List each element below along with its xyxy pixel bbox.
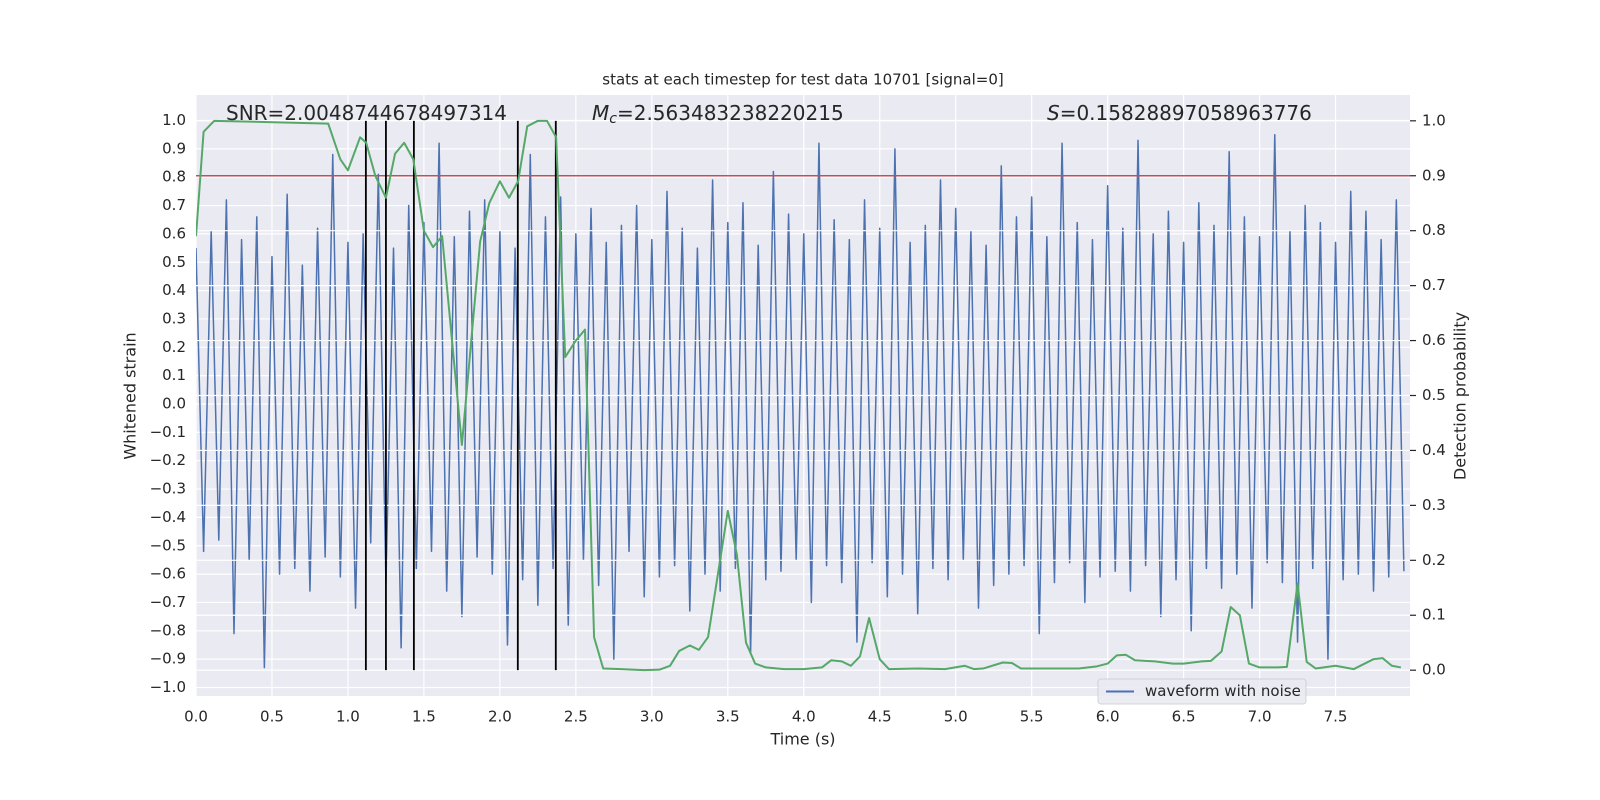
y2-tick-label: 0.8 <box>1422 221 1446 239</box>
x-tick-label: 1.0 <box>336 708 360 726</box>
y-axis-label: Whitened strain <box>121 332 140 459</box>
x-tick-label: 6.0 <box>1096 708 1120 726</box>
y-tick-label: −0.9 <box>150 650 186 668</box>
y2-tick-label: 0.0 <box>1422 661 1446 679</box>
x-tick-label: 3.0 <box>640 708 664 726</box>
x-tick-label: 6.5 <box>1172 708 1196 726</box>
x-tick-label: 2.5 <box>564 708 588 726</box>
x-tick-label: 1.5 <box>412 708 436 726</box>
y-tick-label: −0.1 <box>150 423 186 441</box>
y-tick-label: −0.7 <box>150 593 186 611</box>
y-tick-label: 0.5 <box>162 253 186 271</box>
y2-tick-label: 0.9 <box>1422 166 1446 184</box>
y2-tick-label: 0.7 <box>1422 276 1446 294</box>
annotation: Mc=2.563483238220215 <box>592 101 844 128</box>
y-tick-label: −1.0 <box>150 678 186 696</box>
x-tick-label: 7.5 <box>1324 708 1348 726</box>
x-axis-label: Time (s) <box>769 730 835 749</box>
annotation: SNR=2.0048744678497314 <box>226 101 507 125</box>
y2-axis-label: Detection probability <box>1451 312 1470 480</box>
plot-area <box>196 95 1410 696</box>
y2-tick-label: 0.2 <box>1422 551 1446 569</box>
legend-box <box>1097 678 1307 705</box>
y-tick-label: 0.7 <box>162 196 186 214</box>
series-line <box>196 133 1405 669</box>
y-tick-label: 0.2 <box>162 338 186 356</box>
y2-tick-label: 0.5 <box>1422 386 1446 404</box>
y-tick-label: 0.0 <box>162 395 186 413</box>
series-line <box>196 119 1402 672</box>
x-tick-label: 0.0 <box>184 708 208 726</box>
y-tick-label: 0.4 <box>162 281 186 299</box>
x-tick-label: 2.0 <box>488 708 512 726</box>
annotation-text: =0.15828897058963776 <box>1060 101 1312 125</box>
y-tick-label: −0.3 <box>150 480 186 498</box>
x-tick-label: 5.0 <box>944 708 968 726</box>
annotation-symbol: M <box>592 101 609 125</box>
y-tick-label: −0.6 <box>150 565 186 583</box>
x-tick-label: 3.5 <box>716 708 740 726</box>
annotation-subscript: c <box>609 111 617 127</box>
y-tick-label: 0.8 <box>162 168 186 186</box>
legend-label: waveform with noise <box>1145 682 1301 700</box>
y-tick-label: 0.3 <box>162 309 186 327</box>
y-tick-label: −0.2 <box>150 451 186 469</box>
y-tick-label: −0.4 <box>150 508 186 526</box>
y-tick-label: 1.0 <box>162 111 186 129</box>
chart-title: stats at each timestep for test data 107… <box>602 71 1003 89</box>
annotation-text: SNR=2.0048744678497314 <box>226 101 507 125</box>
annotation-text: =2.563483238220215 <box>617 101 844 125</box>
x-tick-label: 5.5 <box>1020 708 1044 726</box>
y2-tick-label: 0.4 <box>1422 441 1446 459</box>
y-tick-label: −0.5 <box>150 536 186 554</box>
x-tick-label: 0.5 <box>260 708 284 726</box>
x-tick-label: 4.0 <box>792 708 816 726</box>
annotation: S=0.15828897058963776 <box>1047 101 1312 125</box>
y2-tick-label: 0.1 <box>1422 606 1446 624</box>
y2-tick-label: 0.3 <box>1422 496 1446 514</box>
annotation-symbol: S <box>1047 101 1060 125</box>
y2-tick-label: 0.6 <box>1422 331 1446 349</box>
y-tick-label: 0.1 <box>162 366 186 384</box>
y-tick-label: −0.8 <box>150 621 186 639</box>
x-tick-label: 7.0 <box>1248 708 1272 726</box>
y-tick-label: 0.9 <box>162 139 186 157</box>
y2-tick-label: 1.0 <box>1422 111 1446 129</box>
x-tick-label: 4.5 <box>868 708 892 726</box>
y-tick-label: 0.6 <box>162 224 186 242</box>
